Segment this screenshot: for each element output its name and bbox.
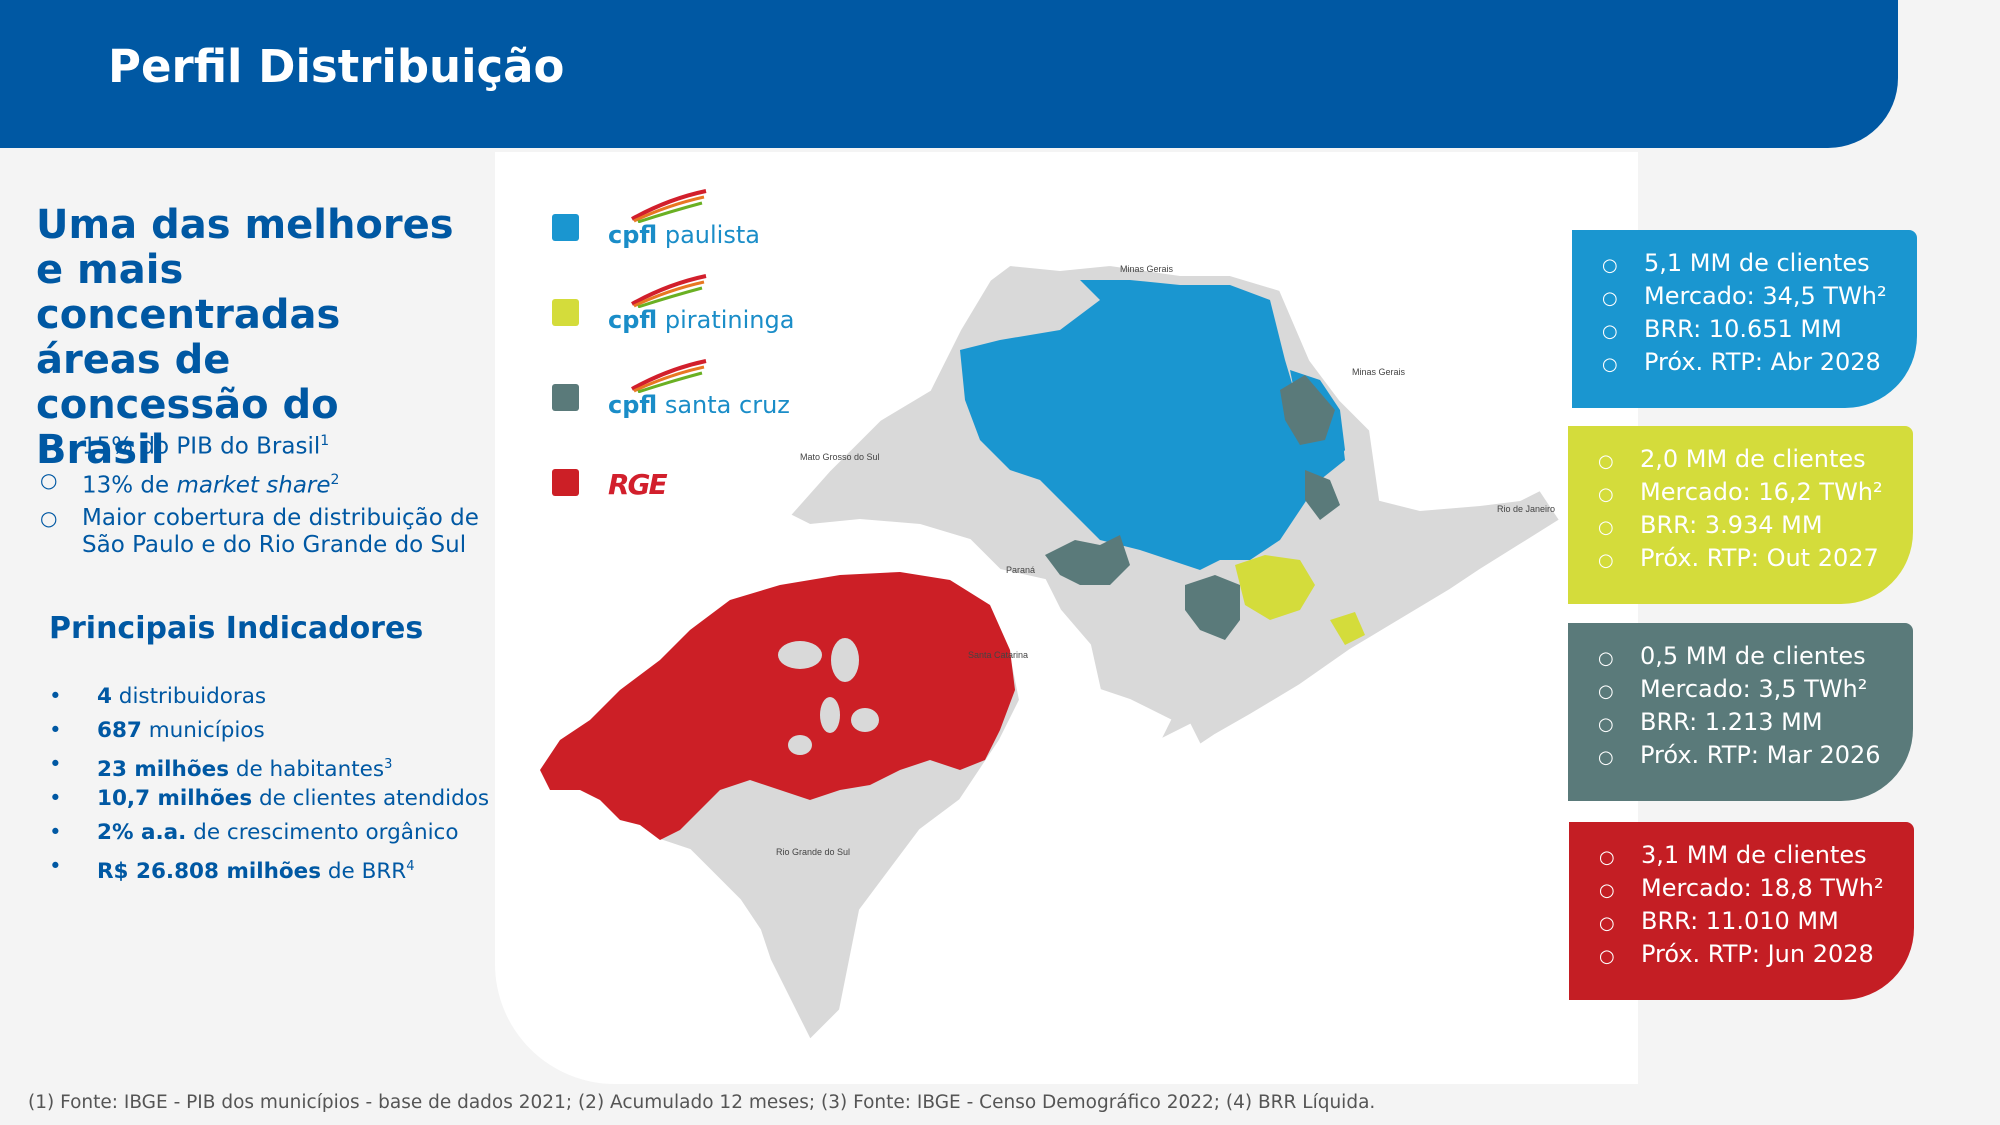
card-line: ○ Mercado: 34,5 TWh² xyxy=(1602,281,1887,314)
circle-bullet-icon: ○ xyxy=(1598,550,1614,571)
indicator-item: • 687 municípios xyxy=(49,718,265,743)
indicator-item: • 2% a.a. de crescimento orgânico xyxy=(49,820,459,845)
card-line: ○ Próx. RTP: Abr 2028 xyxy=(1602,347,1887,380)
map-label-minas-gerais: Minas Gerais xyxy=(1120,264,1174,274)
santa-cruz-area-4-shape xyxy=(1305,470,1340,520)
circle-bullet-icon: ○ xyxy=(1602,288,1618,309)
indicator-item: • R$ 26.808 milhões de BRR4 xyxy=(49,854,415,885)
circle-bullet-icon: ○ xyxy=(1599,946,1615,967)
circle-bullet-icon: ○ xyxy=(1602,255,1618,276)
header-banner: Perfil Distribuição xyxy=(0,0,1898,148)
card-line: ○ BRR: 1.213 MM xyxy=(1598,707,1881,740)
map-hole-shape xyxy=(788,735,812,755)
map-label-minas-gerais: Minas Gerais xyxy=(1352,367,1406,377)
card-line: ○ Mercado: 3,5 TWh² xyxy=(1598,674,1881,707)
legend-swatch xyxy=(552,469,579,496)
circle-bullet-icon: ○ xyxy=(1598,648,1614,669)
card-line: ○ 0,5 MM de clientes xyxy=(1598,641,1881,674)
circle-bullet-icon: ○ xyxy=(1598,484,1614,505)
indicator-item: • 10,7 milhões de clientes atendidos xyxy=(49,786,490,811)
map-hole-shape xyxy=(851,708,879,732)
stats-card-paulista: ○ 5,1 MM de clientes ○ Mercado: 34,5 TWh² … xyxy=(1572,230,1917,408)
circle-bullet-icon: ○ xyxy=(1602,354,1618,375)
circle-bullet-icon: ○ xyxy=(1598,681,1614,702)
headline: Uma das melhores e mais concentradas áre… xyxy=(36,202,454,473)
card-line: ○ Mercado: 18,8 TWh² xyxy=(1599,873,1884,906)
map-hole-shape xyxy=(778,641,822,669)
card-line: ○ BRR: 10.651 MM xyxy=(1602,314,1887,347)
card-line: ○ BRR: 3.934 MM xyxy=(1598,510,1883,543)
map-label-mato-grosso-do-sul: Mato Grosso do Sul xyxy=(800,452,880,462)
legend-swatch xyxy=(552,299,579,326)
paulista-area-shape xyxy=(960,280,1345,570)
indicators-list: • 4 distribuidoras • 687 municípios • 23 mi… xyxy=(49,683,489,887)
stats-card-rge: ○ 3,1 MM de clientes ○ Mercado: 18,8 TWh² … xyxy=(1569,822,1914,1000)
indicators-title: Principais Indicadores xyxy=(49,611,424,646)
cpfl-swoosh-icon xyxy=(631,189,707,223)
circle-bullet-icon: ○ xyxy=(40,506,58,531)
circle-bullet-icon: ○ xyxy=(1599,880,1615,901)
circle-bullet-icon: ○ xyxy=(1602,321,1618,342)
concession-map: Minas Gerais Minas Gerais Mato Grosso do… xyxy=(538,263,1562,1042)
map-label-santa-catarina: Santa Catarina xyxy=(968,650,1028,660)
santa-cruz-area-shape xyxy=(1045,535,1130,585)
legend-swatch xyxy=(552,384,579,411)
page-title: Perfil Distribuição xyxy=(108,40,565,93)
stats-card-piratininga: ○ 2,0 MM de clientes ○ Mercado: 16,2 TWh² … xyxy=(1568,426,1913,604)
cpfl-swoosh-icon xyxy=(631,274,707,308)
circle-bullet-icon: ○ xyxy=(40,467,58,492)
legend-swatch xyxy=(552,214,579,241)
card-line: ○ Próx. RTP: Out 2027 xyxy=(1598,543,1883,576)
highlight-item: ○ 15% do PIB do Brasil1 xyxy=(40,429,330,460)
highlight-item: ○ Maior cobertura de distribuição de São… xyxy=(40,505,479,559)
rge-logo-icon: RGE xyxy=(608,468,668,501)
circle-bullet-icon: ○ xyxy=(1599,913,1615,934)
bullet-dot-icon: • xyxy=(49,752,62,777)
highlights-list: ○ 15% do PIB do Brasil1 ○ 13% de market … xyxy=(40,428,480,565)
santa-cruz-area-3-shape xyxy=(1280,375,1335,445)
cpfl-swoosh-icon xyxy=(631,359,707,393)
santa-cruz-area-2-shape xyxy=(1185,575,1240,640)
piratininga-area-2-shape xyxy=(1330,612,1365,645)
map-hole-shape xyxy=(820,697,840,733)
stats-card-santa-cruz: ○ 0,5 MM de clientes ○ Mercado: 3,5 TWh² ○… xyxy=(1568,623,1913,801)
bullet-dot-icon: • xyxy=(49,820,62,845)
map-label-rio-grande-do-sul: Rio Grande do Sul xyxy=(776,847,850,857)
circle-bullet-icon: ○ xyxy=(1598,714,1614,735)
indicator-item: • 23 milhões de habitantes3 xyxy=(49,752,393,783)
circle-bullet-icon: ○ xyxy=(1599,847,1615,868)
piratininga-area-shape xyxy=(1235,555,1315,620)
map-label-rio-de-janeiro: Rio de Janeiro xyxy=(1497,504,1555,514)
card-line: ○ 5,1 MM de clientes xyxy=(1602,248,1887,281)
card-line: ○ 3,1 MM de clientes xyxy=(1599,840,1884,873)
card-line: ○ Próx. RTP: Mar 2026 xyxy=(1598,740,1881,773)
card-line: ○ Mercado: 16,2 TWh² xyxy=(1598,477,1883,510)
circle-bullet-icon: ○ xyxy=(1598,747,1614,768)
circle-bullet-icon: ○ xyxy=(1598,517,1614,538)
footnote: (1) Fonte: IBGE - PIB dos municípios - b… xyxy=(28,1092,1376,1113)
circle-bullet-icon: ○ xyxy=(1598,451,1614,472)
indicator-item: • 4 distribuidoras xyxy=(49,684,267,709)
card-line: ○ 2,0 MM de clientes xyxy=(1598,444,1883,477)
card-line: ○ BRR: 11.010 MM xyxy=(1599,906,1884,939)
map-hole-shape xyxy=(831,638,859,682)
bullet-dot-icon: • xyxy=(49,684,62,709)
bullet-dot-icon: • xyxy=(49,786,62,811)
card-line: ○ Próx. RTP: Jun 2028 xyxy=(1599,939,1884,972)
circle-bullet-icon: ○ xyxy=(40,429,58,453)
map-label-parana: Paraná xyxy=(1006,565,1035,575)
highlight-item: ○ 13% de market share2 xyxy=(40,467,340,499)
rge-area-shape xyxy=(540,572,1015,840)
bullet-dot-icon: • xyxy=(49,854,62,879)
bullet-dot-icon: • xyxy=(49,718,62,743)
